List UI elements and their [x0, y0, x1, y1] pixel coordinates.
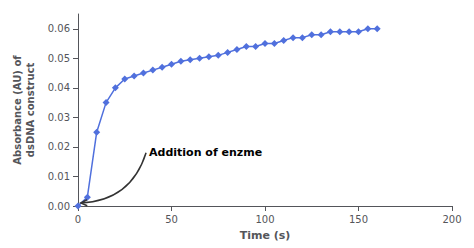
- svg-text:0: 0: [75, 214, 81, 225]
- svg-text:Absorbance (AU) of: Absorbance (AU) of: [12, 55, 23, 165]
- svg-text:0.03: 0.03: [48, 112, 70, 123]
- svg-text:Addition of enzme: Addition of enzme: [149, 146, 262, 159]
- svg-text:200: 200: [442, 214, 461, 225]
- svg-text:dsDNA construct: dsDNA construct: [25, 63, 36, 158]
- svg-text:Time (s): Time (s): [240, 229, 291, 242]
- svg-text:0.06: 0.06: [48, 23, 70, 34]
- svg-text:0.05: 0.05: [48, 53, 70, 64]
- svg-text:0.00: 0.00: [48, 201, 70, 212]
- svg-text:0.02: 0.02: [48, 141, 70, 152]
- svg-text:100: 100: [255, 214, 274, 225]
- svg-text:150: 150: [349, 214, 368, 225]
- svg-text:0.04: 0.04: [48, 82, 70, 93]
- svg-text:0.01: 0.01: [48, 171, 70, 182]
- svg-text:50: 50: [165, 214, 178, 225]
